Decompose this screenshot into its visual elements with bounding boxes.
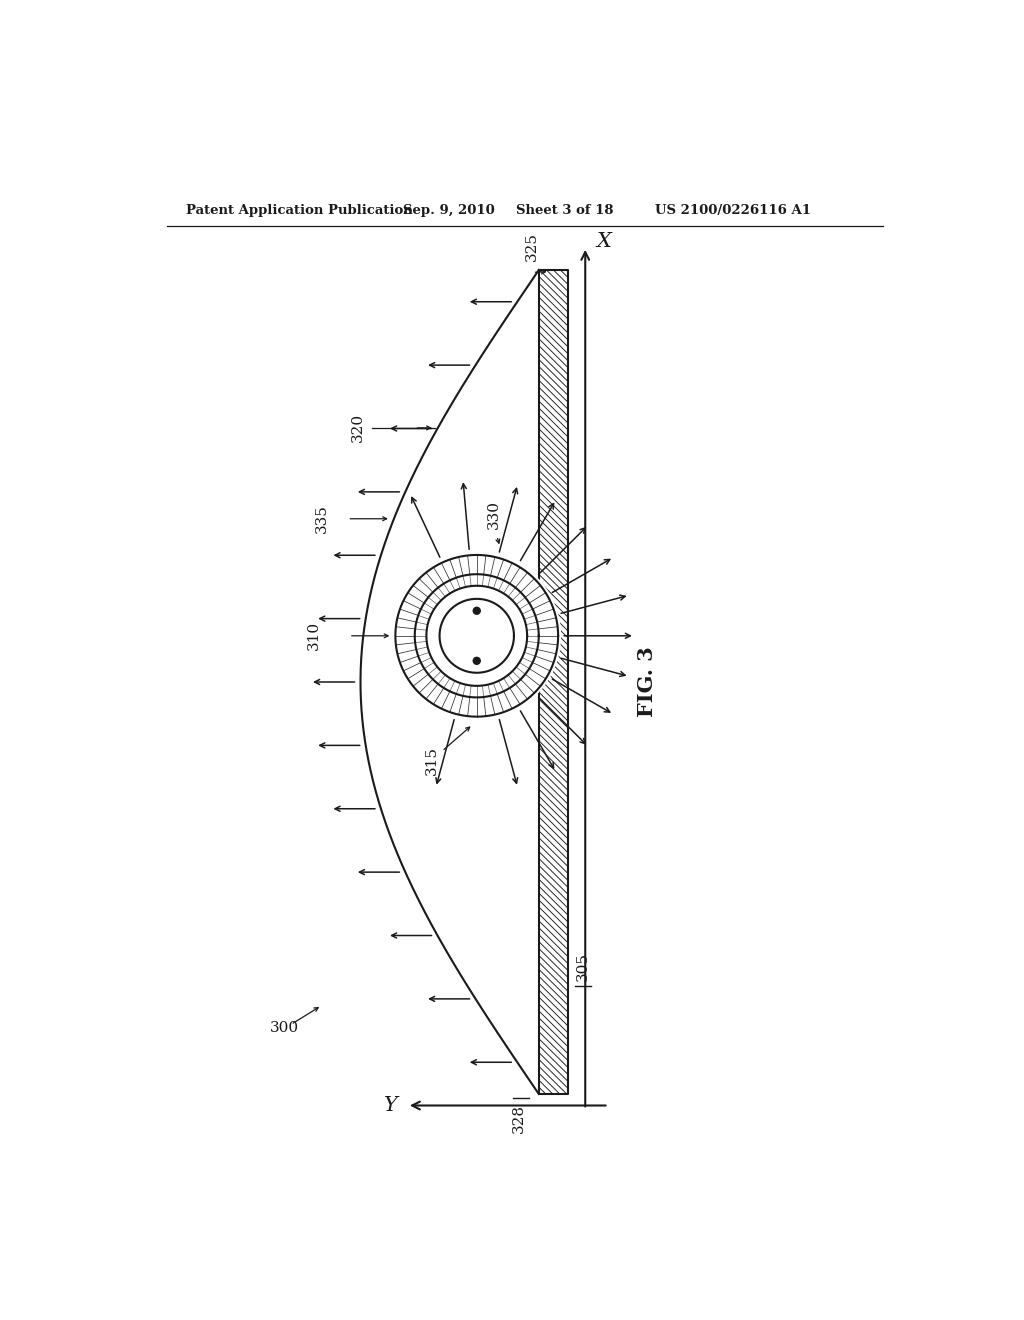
Text: FIG. 3: FIG. 3: [637, 647, 657, 717]
Text: 330: 330: [486, 500, 501, 528]
Circle shape: [393, 553, 560, 719]
Circle shape: [439, 599, 514, 673]
Circle shape: [473, 657, 480, 664]
Text: Sheet 3 of 18: Sheet 3 of 18: [515, 205, 613, 218]
Text: 305: 305: [575, 953, 590, 981]
Circle shape: [473, 607, 480, 614]
Text: US 2100/0226116 A1: US 2100/0226116 A1: [655, 205, 811, 218]
Text: 328: 328: [512, 1104, 525, 1133]
Text: 320: 320: [351, 413, 366, 442]
Text: 300: 300: [270, 1022, 299, 1035]
Text: 325: 325: [524, 232, 539, 261]
Text: Y: Y: [384, 1096, 397, 1115]
Text: 310: 310: [307, 622, 321, 651]
Text: 315: 315: [425, 746, 439, 775]
Text: X: X: [596, 232, 611, 251]
Text: Sep. 9, 2010: Sep. 9, 2010: [403, 205, 495, 218]
Bar: [539, 271, 568, 1094]
Text: Patent Application Publication: Patent Application Publication: [186, 205, 413, 218]
Text: 335: 335: [314, 504, 329, 533]
